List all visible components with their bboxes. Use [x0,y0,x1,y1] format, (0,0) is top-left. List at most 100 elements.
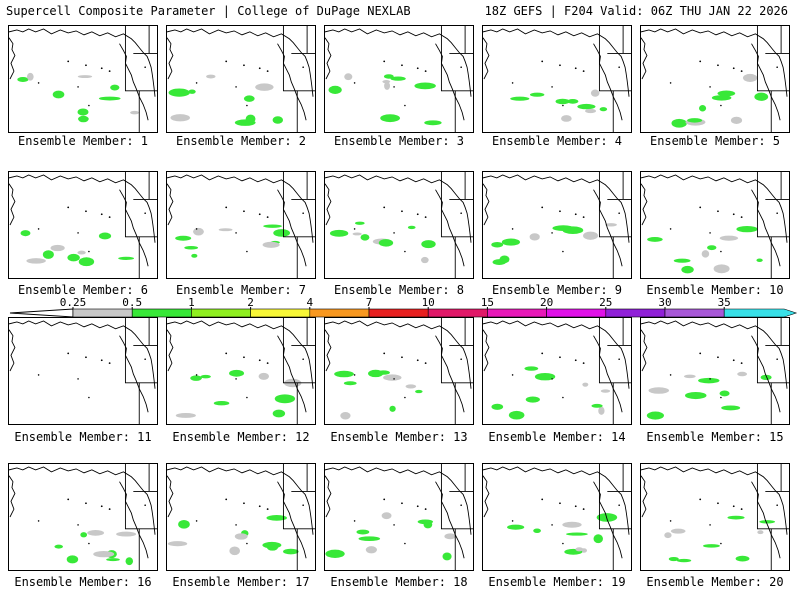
colorbar-tick-label: 15 [481,296,494,309]
parameter-shading [80,532,88,538]
colorbar-swatch [605,308,666,318]
parameter-shading [713,264,730,274]
parameter-shading [380,114,400,123]
colorbar-low-arrow [9,308,74,318]
ensemble-member-label: Ensemble Member: 8 [333,283,465,297]
parameter-shading [272,116,284,124]
parameter-shading [381,512,392,520]
parameter-shading [414,82,436,90]
parameter-shading [190,375,202,381]
parameter-shading [730,116,743,124]
parameter-shading [383,74,394,79]
parameter-shading [262,241,280,248]
parameter-shading [334,370,354,378]
ensemble-map-panel [8,463,158,571]
parameter-shading [707,245,717,251]
parameter-shading [382,79,391,84]
parameter-shading [717,90,736,97]
parameter-shading [591,403,603,408]
parameter-shading [711,95,732,101]
ensemble-member-label: Ensemble Member: 14 [488,430,626,444]
ensemble-map-panel [482,171,632,279]
parameter-shading [274,394,296,404]
parameter-shading [507,524,525,530]
parameter-shading [737,371,748,377]
ensemble-map-panel [640,463,790,571]
parameter-shading [77,108,89,116]
parameter-shading [599,107,608,112]
parameter-shading [590,89,600,97]
parameter-shading [67,253,80,262]
ensemble-member-label: Ensemble Member: 20 [646,575,784,589]
parameter-shading [26,258,46,264]
parameter-shading [78,115,89,123]
parameter-shading [668,556,679,562]
parameter-shading [671,118,687,128]
ensemble-member-label: Ensemble Member: 18 [330,575,468,589]
parameter-shading [378,239,394,247]
parameter-shading [106,558,120,562]
parameter-shading [170,114,190,122]
parameter-shading [405,384,417,389]
colorbar-swatch [131,308,192,318]
parameter-shading [130,110,140,115]
ensemble-member-label: Ensemble Member: 6 [17,283,149,297]
parameter-shading [735,555,750,562]
parameter-shading [577,103,596,110]
parameter-shading [26,72,34,81]
parameter-shading [759,520,776,524]
ensemble-map-panel [166,463,316,571]
parameter-shading [583,231,599,240]
ensemble-member-label: Ensemble Member: 15 [646,430,784,444]
ensemble-map-panel [640,171,790,279]
parameter-shading [87,530,105,536]
parameter-shading [552,225,574,231]
colorbar-tick-label: 0.5 [122,296,142,309]
ensemble-map-panel [324,463,474,571]
parameter-shading [328,85,342,95]
ensemble-member-label: Ensemble Member: 3 [333,134,465,148]
parameter-shading [699,105,707,112]
parameter-shading [175,413,196,418]
parameter-shading [673,258,691,263]
parameter-shading [110,84,120,91]
parameter-shading [234,533,248,540]
parameter-shading [701,250,710,258]
parameter-shading [499,255,510,264]
parameter-shading [243,95,255,102]
ensemble-member-label: Ensemble Member: 2 [175,134,307,148]
ensemble-map-panel [324,25,474,133]
parameter-shading [600,389,611,393]
parameter-shading [343,381,357,386]
ensemble-member-label: Ensemble Member: 7 [175,283,307,297]
colorbar-tick-label: 2 [247,296,254,309]
parameter-shading [389,405,396,412]
parameter-shading [756,258,763,263]
ensemble-member-label: Ensemble Member: 16 [14,575,152,589]
parameter-shading [648,387,670,394]
parameter-shading [719,390,730,397]
parameter-shading [534,372,556,381]
parameter-shading [188,89,196,94]
colorbar-swatch [368,308,429,318]
ensemble-map-panel [324,317,474,425]
colorbar-tick-label: 10 [422,296,435,309]
parameter-shading [258,372,270,380]
parameter-shading [272,409,286,418]
ensemble-member-label: Ensemble Member: 12 [172,430,310,444]
ensemble-map-panel [8,171,158,279]
parameter-shading [245,114,256,124]
parameter-shading [685,392,707,400]
parameter-shading [344,73,353,81]
parameter-shading [561,115,572,122]
parameter-shading [683,374,696,379]
parameter-shading [525,396,540,403]
parameter-shading [52,90,65,99]
colorbar-swatch [664,308,725,318]
parameter-shading [283,548,299,555]
parameter-shading [555,98,570,105]
parameter-shading [702,544,720,548]
parameter-shading [508,410,525,420]
parameter-shading [421,240,436,249]
parameter-shading [329,229,349,237]
